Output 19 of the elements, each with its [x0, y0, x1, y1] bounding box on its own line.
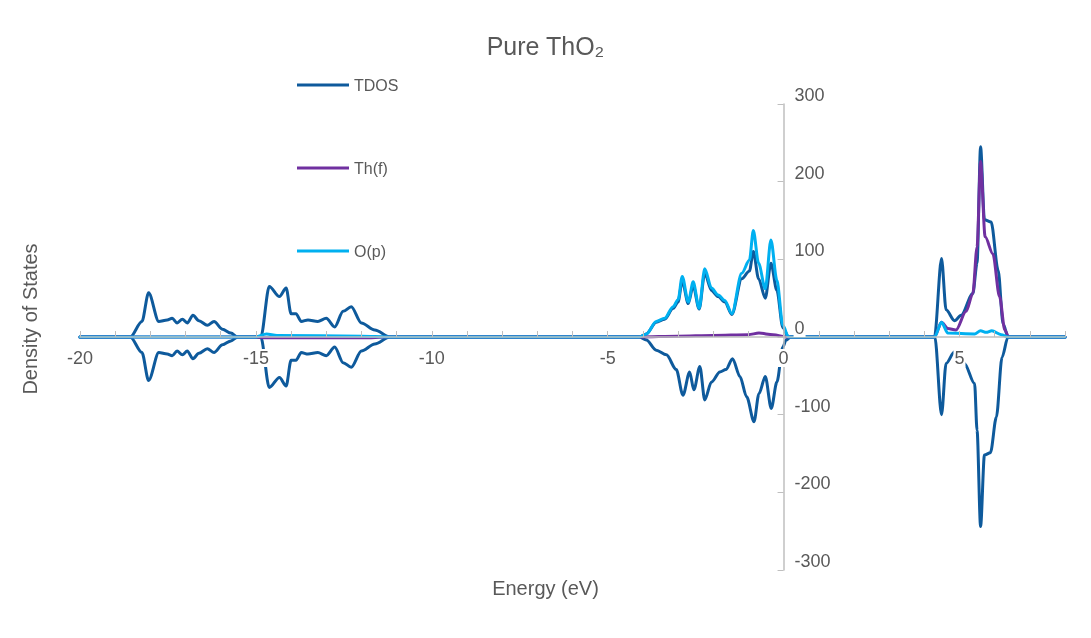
x-tick-label: -10 — [418, 348, 445, 368]
y-tick-label: -200 — [794, 473, 831, 494]
x-axis-title: Energy (eV) — [492, 577, 599, 599]
x-tick-label: -15 — [242, 348, 269, 368]
legend-label: TDOS — [354, 76, 399, 94]
y-tick-label: 300 — [794, 85, 825, 105]
x-tick-label: -20 — [66, 348, 94, 368]
y-tick-label: 0 — [794, 318, 805, 338]
chart-title: Pure ThO₂ — [486, 31, 605, 60]
x-tick-label: 0 — [778, 348, 789, 368]
y-tick-label: 200 — [794, 162, 825, 183]
legend-label: Th(f) — [354, 159, 388, 177]
y-tick-label: 100 — [794, 240, 825, 261]
legend-label: O(p) — [354, 242, 386, 260]
y-tick-label: -100 — [794, 395, 831, 416]
y-tick-label: -300 — [794, 551, 831, 571]
x-tick-label: 5 — [954, 348, 965, 368]
y-axis-title: Density of States — [19, 243, 41, 395]
x-tick-label: -5 — [599, 348, 616, 368]
